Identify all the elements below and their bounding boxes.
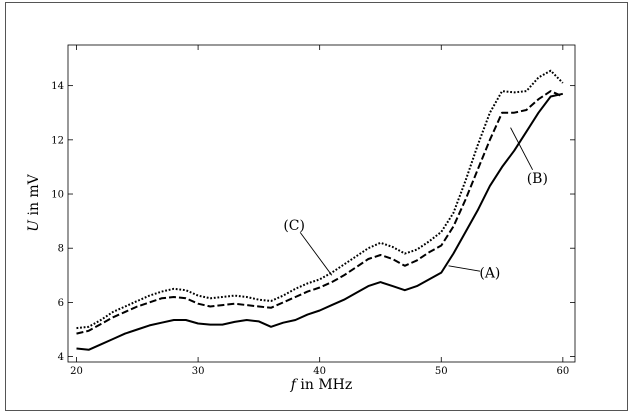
x-tick-label: 20	[70, 366, 83, 377]
x-axis-label-rest: in MHz	[296, 377, 352, 393]
annotation-leader-line	[299, 232, 333, 276]
annotation-leader-line	[448, 265, 481, 272]
y-tick-label: 10	[51, 190, 64, 201]
y-axis-label: U in mV	[26, 173, 42, 231]
series-lines	[76, 69, 564, 351]
x-tick-label: 60	[556, 366, 569, 377]
plot-area-frame	[67, 44, 576, 363]
annotation-label: (B)	[527, 171, 548, 187]
y-axis-label-rest: in mV	[26, 173, 42, 220]
x-tick-label: 30	[192, 366, 205, 377]
x-axis-label: f in MHz	[290, 377, 353, 393]
series-line-dotted	[76, 69, 564, 330]
x-axis-label-var: f	[290, 377, 299, 393]
annotation-label: (C)	[283, 218, 305, 234]
y-tick-label: 6	[58, 298, 64, 309]
series-line-solid	[76, 92, 564, 351]
y-axis-label-var: U	[26, 219, 42, 232]
y-tick-label: 4	[58, 352, 64, 363]
y-tick-label: 12	[51, 135, 64, 146]
axis-ticks: 20 30 40 50 60 4 6 8 10 12 14	[51, 45, 575, 377]
x-tick-label: 50	[435, 366, 448, 377]
y-tick-label: 8	[58, 244, 64, 255]
chart-frame	[5, 2, 628, 411]
annotation-label: (A)	[479, 266, 500, 282]
annotation-leader-line	[510, 127, 534, 171]
y-tick-label: 14	[51, 81, 64, 92]
annotations: (A) (B) (C)	[283, 127, 548, 282]
x-tick-label: 40	[313, 366, 326, 377]
series-line-dashed	[76, 90, 564, 335]
